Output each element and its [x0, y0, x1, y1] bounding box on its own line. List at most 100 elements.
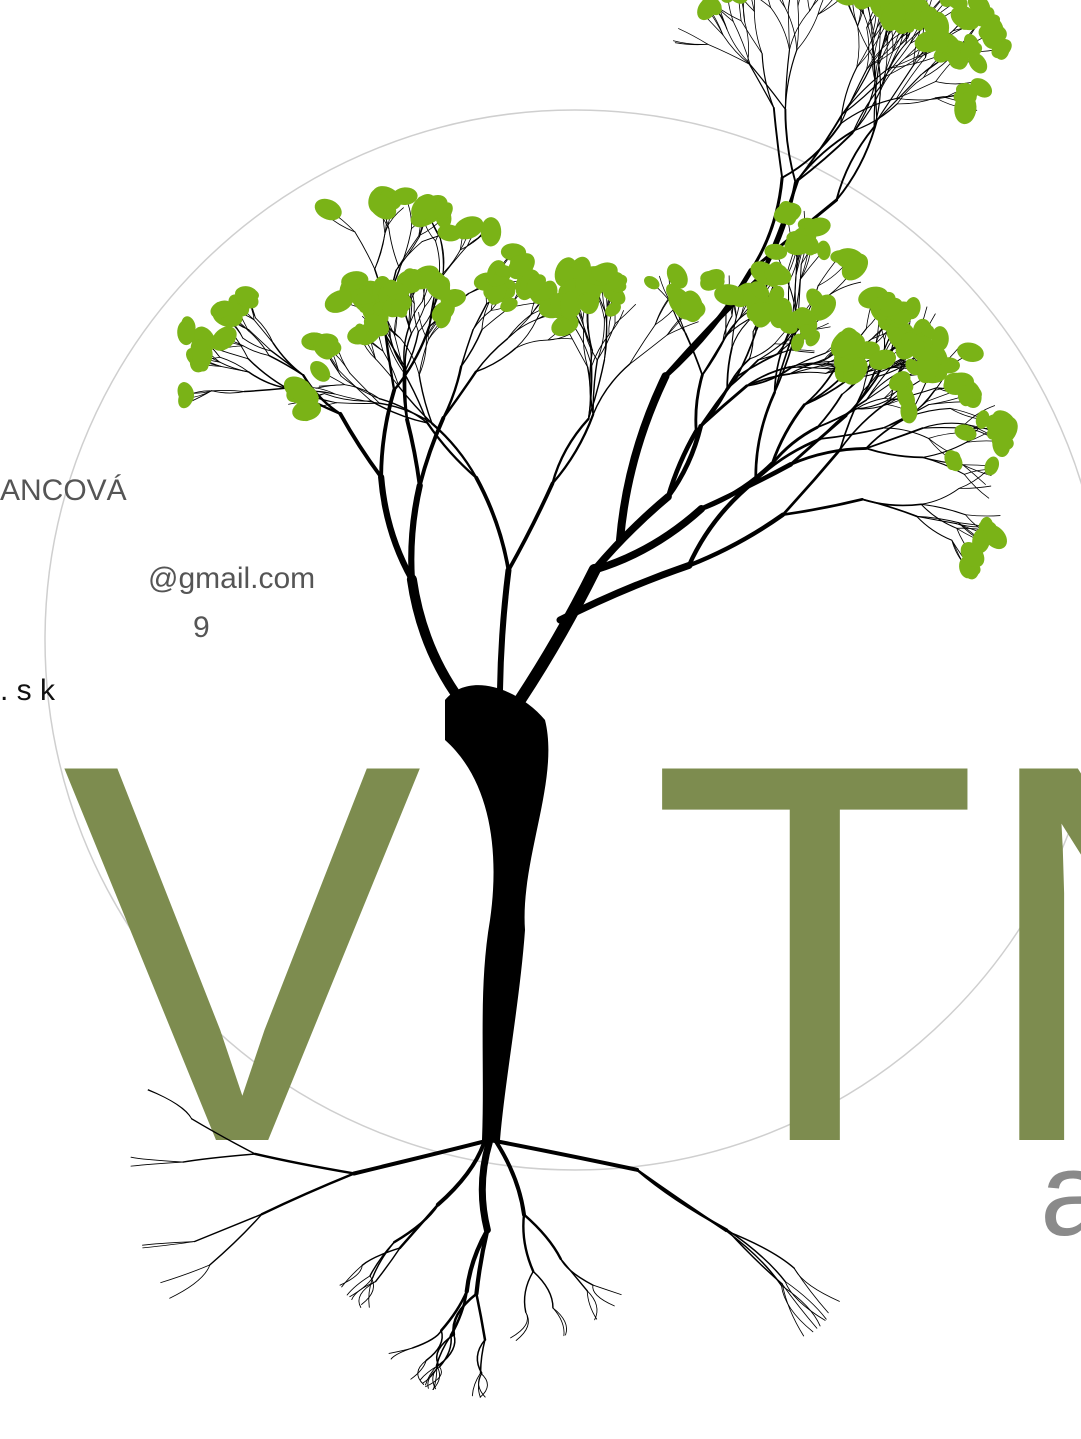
branch: [733, 21, 750, 64]
branch: [443, 246, 468, 276]
root: [794, 1268, 839, 1301]
root: [794, 1268, 828, 1312]
page: V T N a ANCOVÁ @gmail.com 9 . s k (() =>…: [0, 0, 1081, 1439]
branch: [897, 82, 936, 99]
root: [553, 1308, 567, 1335]
branch: [897, 98, 935, 104]
logo-scene: V T N a ANCOVÁ @gmail.com 9 . s k: [0, 0, 1081, 1439]
branch: [788, 0, 794, 9]
branch: [741, 21, 762, 54]
branch: [950, 408, 978, 417]
branch: [440, 238, 443, 275]
branch: [411, 486, 419, 580]
branch: [630, 335, 668, 364]
branch: [476, 348, 516, 371]
branch: [212, 390, 244, 391]
root: [593, 1285, 621, 1295]
branch: [807, 0, 809, 11]
root: [480, 1373, 487, 1397]
branch: [857, 26, 859, 67]
branch: [797, 15, 818, 51]
branch: [419, 340, 428, 375]
branch: [569, 333, 587, 367]
branch: [273, 343, 303, 375]
branch: [396, 236, 419, 271]
branch: [862, 499, 921, 505]
root: [476, 1294, 485, 1340]
branch: [789, 11, 809, 50]
branch: [427, 423, 476, 478]
root: [495, 1140, 524, 1215]
branch: [964, 474, 988, 498]
branch: [476, 339, 507, 372]
branch: [243, 338, 272, 351]
branch: [708, 44, 750, 64]
branch: [548, 339, 572, 341]
branch: [929, 402, 964, 405]
branch: [921, 488, 959, 504]
leaf: [982, 454, 1002, 477]
branch: [461, 330, 473, 367]
root: [170, 1265, 210, 1298]
branch: [668, 431, 696, 496]
branch: [376, 359, 399, 387]
contact-phone: 9: [193, 611, 210, 644]
branch: [866, 448, 923, 457]
branch: [924, 59, 949, 77]
branch: [249, 372, 287, 388]
branch: [829, 282, 861, 295]
root: [413, 1330, 442, 1347]
leaf: [306, 357, 334, 386]
branch: [381, 477, 412, 579]
tagline: a: [1040, 1127, 1081, 1261]
branch: [679, 29, 708, 45]
branch: [520, 570, 595, 700]
root: [561, 1259, 593, 1285]
root: [782, 1284, 817, 1328]
branch: [866, 428, 923, 448]
branch: [419, 312, 427, 337]
branch: [355, 232, 375, 269]
branch: [443, 366, 461, 418]
branch: [883, 428, 929, 438]
branch: [748, 61, 774, 108]
branch: [269, 356, 303, 376]
root: [482, 1140, 490, 1230]
branch: [750, 65, 785, 110]
branch: [774, 108, 782, 178]
contact-web: . s k: [0, 674, 56, 707]
root: [525, 1271, 534, 1312]
root: [587, 1291, 597, 1320]
branch: [921, 504, 957, 528]
leaf: [175, 380, 197, 406]
branch: [508, 483, 552, 570]
branch: [727, 0, 733, 21]
branch: [389, 229, 400, 269]
branch: [476, 478, 508, 571]
branch: [375, 230, 386, 269]
contact-name: ANCOVÁ: [0, 474, 127, 507]
leaf: [952, 422, 978, 444]
branch: [593, 364, 629, 414]
root: [161, 1265, 210, 1283]
branch: [443, 372, 476, 418]
letter-v: V: [62, 652, 425, 1255]
root: [524, 1215, 561, 1259]
branch: [439, 250, 460, 277]
branch: [840, 391, 863, 449]
root: [533, 1271, 553, 1307]
branch: [630, 325, 656, 364]
root: [490, 1140, 637, 1170]
branch: [371, 401, 427, 423]
branch: [921, 504, 965, 514]
root: [391, 1348, 413, 1359]
branch: [798, 0, 804, 6]
branch: [818, 0, 830, 15]
root: [782, 1284, 803, 1336]
branch: [552, 419, 588, 484]
branch: [516, 340, 548, 348]
root: [553, 1308, 564, 1336]
branch: [866, 417, 909, 449]
branch: [473, 303, 486, 329]
root: [511, 1312, 528, 1338]
